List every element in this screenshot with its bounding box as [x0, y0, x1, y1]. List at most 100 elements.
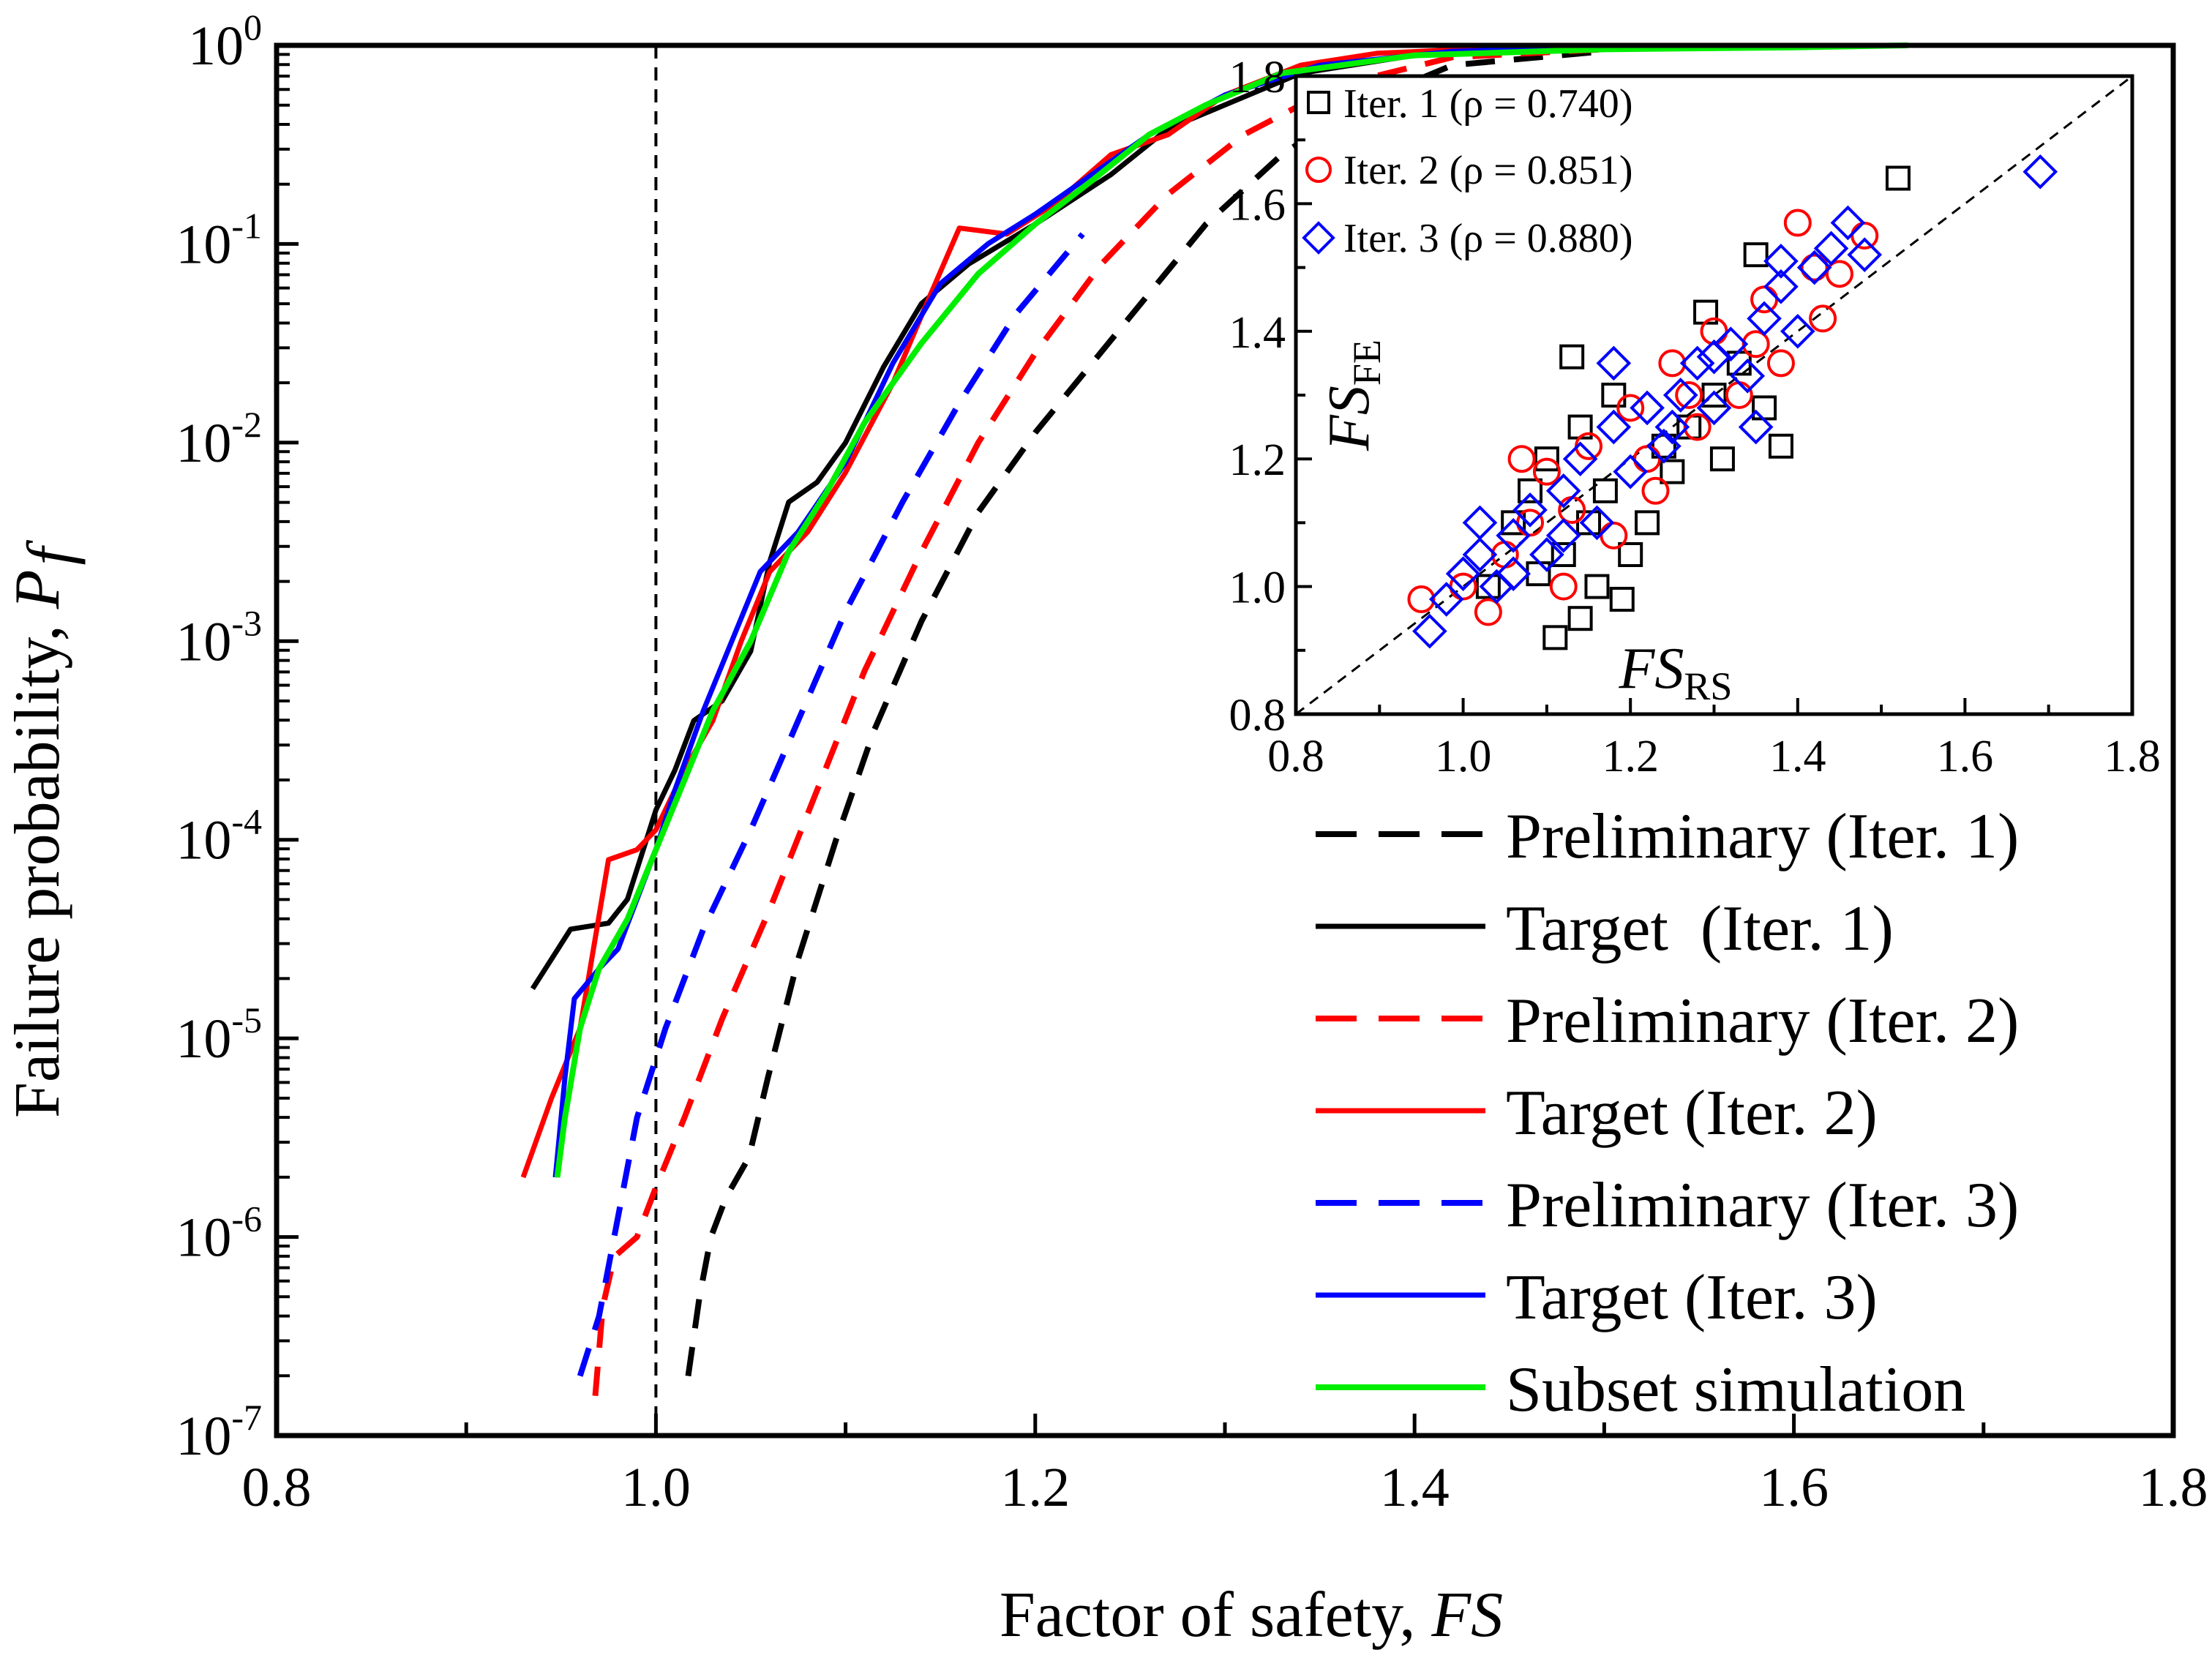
inset-point-circle	[1825, 260, 1853, 288]
inset-point-diamond	[1562, 441, 1598, 477]
main-y-tick-label: 10-1	[176, 205, 262, 275]
inset-point-circle	[1616, 394, 1645, 422]
inset-point-circle	[1549, 572, 1578, 601]
rho-value: ρ = 0.740	[1463, 81, 1619, 127]
inset-point-circle	[1683, 413, 1712, 441]
inset-point-diamond	[1780, 313, 1815, 349]
legend-entry: Subset simulation	[1316, 1354, 1965, 1425]
inset-x-tick-label: 0.8	[1267, 732, 1324, 781]
series-line-subset-simulation	[554, 42, 1908, 1178]
legend-entry: Target (Iter. 2)	[1316, 1078, 1878, 1149]
main-y-tick-label: 100	[188, 7, 262, 77]
y-tick-exponent: -7	[231, 1397, 262, 1438]
y-axis-title-text: Failure probability,	[2, 609, 73, 1118]
inset-point-diamond	[1696, 390, 1732, 426]
main-y-tick-label: 10-7	[176, 1397, 262, 1467]
main-x-axis-title: Factor of safety, FS	[1000, 1580, 1503, 1651]
inset-point-diamond	[1428, 582, 1464, 617]
inset-x-title-subscript: RS	[1684, 664, 1732, 708]
inset-background	[1296, 76, 2132, 714]
y-tick-base: 10	[188, 15, 244, 77]
y-tick-base: 10	[176, 1008, 231, 1070]
inset-point-diamond	[1529, 537, 1564, 572]
inset-point-diamond	[1738, 409, 1774, 445]
y-tick-exponent: -5	[231, 999, 262, 1040]
legend-label-preliminary-iter2: Preliminary (Iter. 2)	[1506, 986, 2019, 1057]
inset-point-diamond	[1512, 492, 1548, 528]
inset-point-diamond	[1796, 250, 1832, 285]
legend-label-target-iter3: Target (Iter. 3)	[1506, 1262, 1878, 1333]
inset-point-diamond	[1713, 326, 1749, 362]
inset-legend-label-iter1: Iter. 1 (ρ = 0.740)	[1343, 81, 1632, 127]
legend-entry: Preliminary (Iter. 2)	[1316, 986, 2019, 1057]
inset-legend-label-iter2: Iter. 2 (ρ = 0.851)	[1343, 148, 1632, 193]
inset-plot-frame	[1294, 74, 2134, 716]
inset-point-diamond	[1596, 409, 1632, 445]
inset-point-circle	[1675, 381, 1703, 409]
inset-point-diamond	[1462, 537, 1498, 572]
inset-point-square	[1559, 344, 1585, 370]
inset-legend-rho: (ρ = 0.740)	[1439, 81, 1633, 127]
inset-y-tick-label: 1.0	[1229, 563, 1286, 613]
x-axis-title-symbol: FS	[1431, 1580, 1503, 1651]
inset-legend-name: Iter. 1	[1343, 81, 1439, 127]
inset-point-diamond	[1496, 556, 1531, 591]
inset-point-diamond	[1662, 378, 1698, 413]
inset-plot: 0.8 1.0 1.2 1.4 1.6 1.8 0.8 1.0 1.2 1.4 …	[1229, 53, 2161, 781]
x-axis-title-text: Factor of safety,	[1000, 1580, 1432, 1651]
inset-point-square	[1709, 446, 1735, 472]
rho-value: ρ = 0.880	[1463, 216, 1619, 261]
main-y-tick-label: 10-3	[176, 602, 262, 672]
main-y-tick-label: 10-6	[176, 1199, 262, 1269]
y-tick-base: 10	[176, 1207, 231, 1269]
legend-entry: Preliminary (Iter. 1)	[1316, 801, 2019, 872]
main-x-tick-label: 1.0	[621, 1457, 691, 1518]
inset-point-square	[1576, 510, 1602, 536]
inset-x-tick-label: 1.6	[1937, 732, 1994, 781]
inset-point-diamond	[1462, 505, 1498, 541]
inset-point-diamond	[1679, 345, 1715, 381]
legend-label-subset-simulation: Subset simulation	[1506, 1354, 1965, 1425]
inset-legend-entry: Iter. 2 (ρ = 0.851)	[1305, 148, 1632, 193]
legend-label-preliminary-iter1: Preliminary (Iter. 1)	[1506, 801, 2019, 872]
inset-point-square	[1743, 242, 1769, 268]
main-y-tick-label: 10-5	[176, 999, 262, 1070]
inset-y-tick-label: 1.2	[1229, 435, 1286, 485]
inset-point-circle	[1507, 445, 1536, 473]
inset-point-circle	[1641, 476, 1670, 505]
y-tick-exponent: -4	[231, 801, 262, 842]
inset-legend-name: Iter. 3	[1343, 216, 1439, 261]
inset-point-diamond	[1545, 518, 1581, 553]
inset-point-diamond	[1545, 473, 1581, 509]
legend-entry: Target (Iter. 3)	[1316, 1262, 1878, 1333]
inset-y-axis-title: FSFE	[1317, 340, 1389, 451]
inset-point-circle	[1783, 209, 1812, 237]
legend-label-target-iter1: Target (Iter. 1)	[1506, 893, 1894, 964]
inset-point-diamond	[1613, 454, 1649, 489]
y-tick-base: 10	[176, 413, 231, 474]
inset-point-diamond	[2022, 154, 2058, 190]
rho-value: ρ = 0.851	[1463, 148, 1619, 193]
inset-point-square	[1768, 433, 1793, 459]
inset-point-square	[1501, 510, 1526, 536]
inset-point-square	[1534, 446, 1559, 472]
inset-point-diamond	[1579, 505, 1615, 541]
inset-points-group	[1407, 154, 2058, 650]
inset-point-circle	[1474, 598, 1502, 626]
inset-point-square	[1567, 606, 1593, 631]
inset-x-tick-label: 1.0	[1435, 732, 1492, 781]
legend-entry: Target (Iter. 1)	[1316, 893, 1894, 964]
inset-y-tick-label: 1.8	[1229, 53, 1286, 102]
inset-y-title-symbol: FS	[1317, 386, 1381, 451]
inset-point-square	[1701, 383, 1727, 408]
series-line-preliminary-iter-1	[685, 48, 1605, 1377]
inset-point-square	[1592, 478, 1618, 503]
inset-point-diamond	[1830, 205, 1866, 241]
inset-point-square	[1885, 165, 1911, 191]
y-tick-base: 10	[176, 611, 231, 672]
inset-point-square	[1660, 459, 1685, 484]
inset-point-circle	[1742, 330, 1770, 359]
main-x-tick-label: 1.8	[2139, 1457, 2208, 1518]
inset-legend-circle-marker	[1305, 157, 1332, 183]
